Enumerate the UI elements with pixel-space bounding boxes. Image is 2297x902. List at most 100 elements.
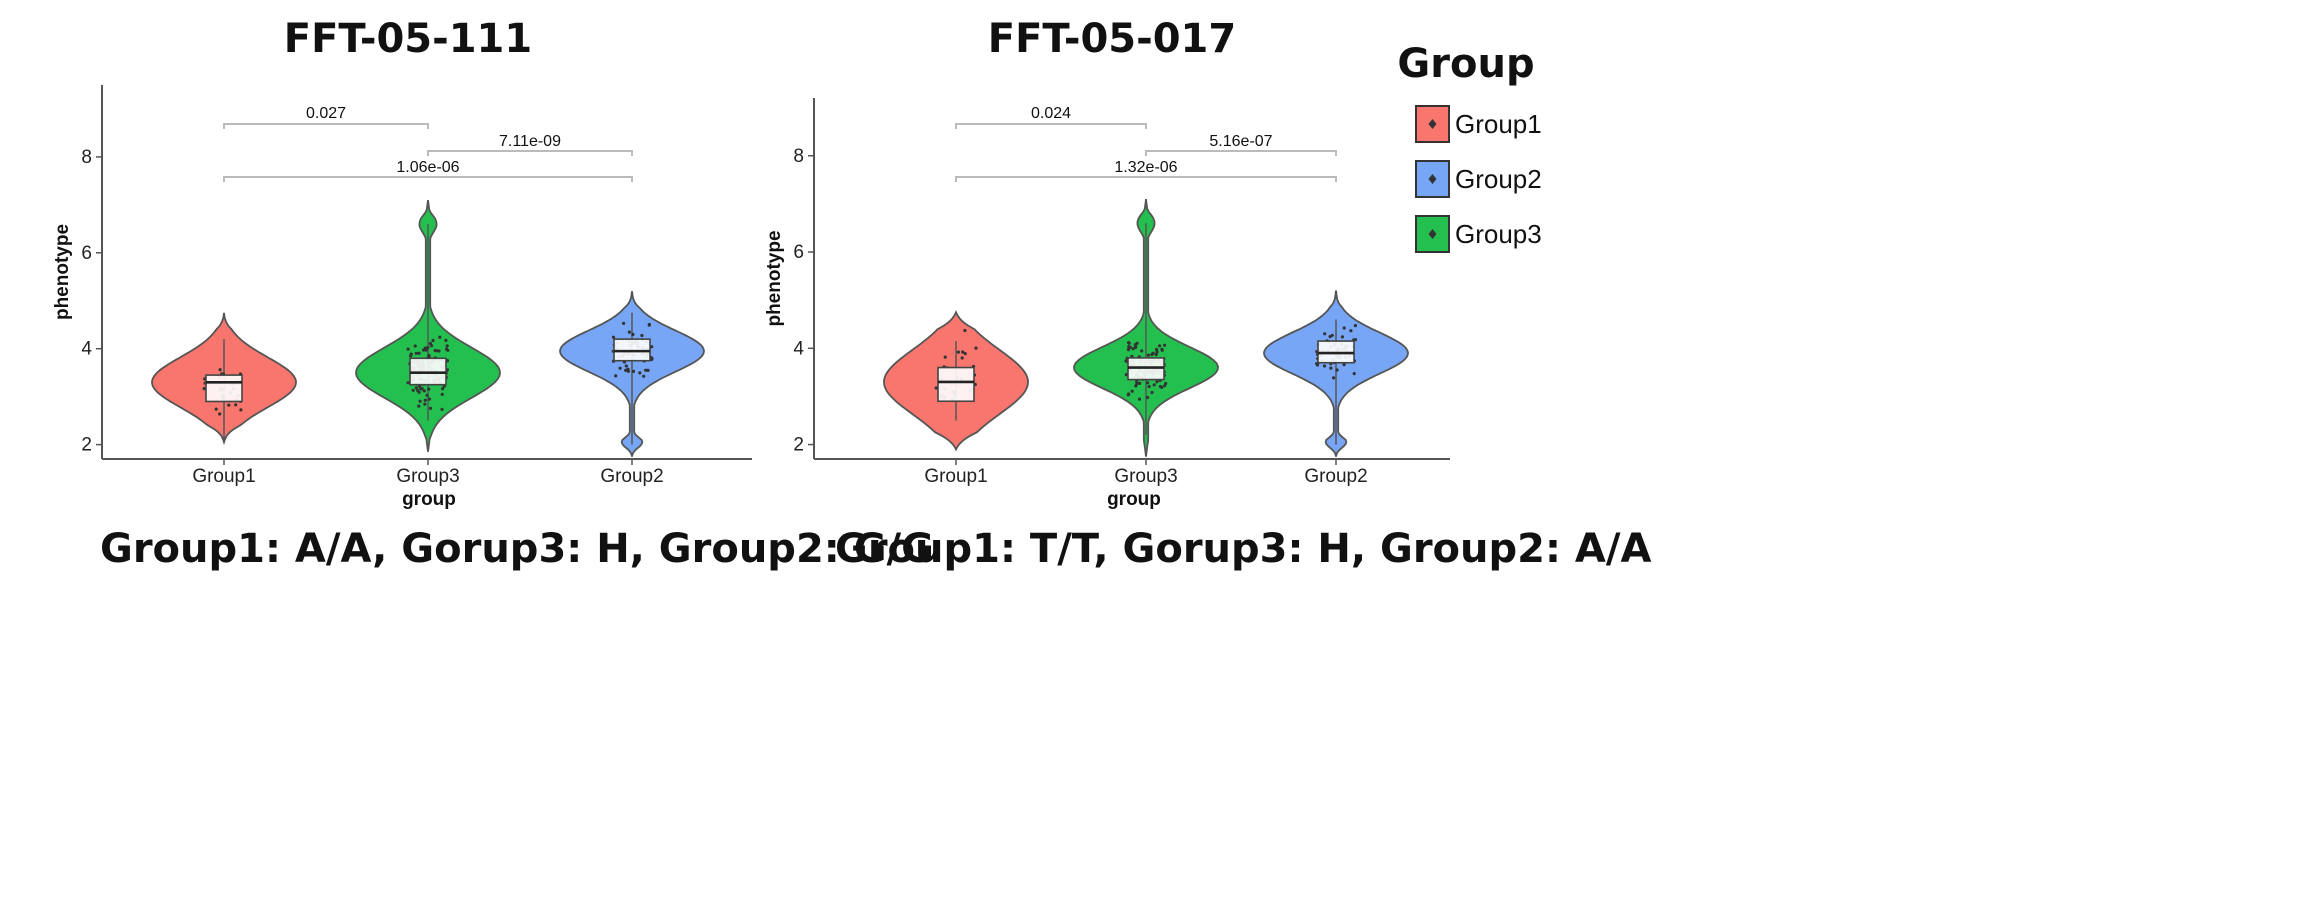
p-value-label: 1.32e-06 <box>1114 159 1177 176</box>
data-point <box>428 406 433 410</box>
data-point <box>1152 383 1156 387</box>
data-point <box>427 387 431 391</box>
data-point <box>1127 348 1131 352</box>
data-point <box>1146 395 1150 400</box>
data-point <box>416 388 420 392</box>
data-point <box>227 403 231 407</box>
data-point <box>1352 372 1356 376</box>
data-point <box>1134 384 1138 388</box>
y-tick-label: 6 <box>81 243 92 264</box>
data-point <box>425 393 429 397</box>
data-point <box>647 323 651 327</box>
data-point <box>943 355 947 359</box>
data-point <box>1163 384 1167 388</box>
legend-label: Group1 <box>1455 109 1542 139</box>
data-point <box>431 338 435 343</box>
data-point <box>1130 389 1134 393</box>
data-point <box>1133 343 1137 347</box>
data-point <box>1140 349 1144 353</box>
data-point <box>974 346 978 350</box>
data-point <box>1332 376 1336 380</box>
data-point <box>434 349 438 353</box>
legend-marker <box>1428 174 1437 184</box>
data-point <box>423 402 427 406</box>
data-point <box>1353 324 1357 328</box>
data-point <box>614 374 618 378</box>
data-point <box>638 371 642 375</box>
data-point <box>627 330 632 334</box>
data-point <box>644 368 648 372</box>
data-point <box>642 374 646 378</box>
data-point <box>963 328 967 333</box>
data-point <box>406 381 410 385</box>
data-point <box>437 349 441 353</box>
data-point <box>611 335 616 339</box>
comparison-bracket <box>427 150 633 156</box>
data-point <box>1151 351 1155 355</box>
data-point <box>956 350 961 354</box>
data-point <box>1155 347 1159 352</box>
comparison-bracket <box>1145 150 1337 156</box>
genotype-caption: Group1: T/T, Gorup3: H, Group2: A/A <box>835 526 1651 572</box>
data-point <box>239 408 243 412</box>
legend: Group Group1 Group2 Group3 <box>1397 41 1542 253</box>
data-point <box>624 368 628 372</box>
data-point <box>444 338 448 342</box>
data-point <box>218 412 222 416</box>
data-point <box>430 344 434 348</box>
data-point <box>414 351 418 355</box>
data-point <box>618 366 622 370</box>
p-value-label: 1.06e-06 <box>396 159 459 176</box>
data-point <box>422 389 426 393</box>
legend-marker <box>1428 229 1437 239</box>
box-group1 <box>937 366 975 403</box>
p-value-label: 7.11e-09 <box>499 133 561 150</box>
data-point <box>1138 381 1142 385</box>
data-point <box>1335 368 1339 372</box>
x-tick-label: Group3 <box>396 466 459 487</box>
x-tick-label: Group1 <box>192 466 255 487</box>
data-point <box>446 348 450 352</box>
y-tick-label: 8 <box>81 147 92 168</box>
data-point <box>1342 326 1346 330</box>
y-tick-label: 4 <box>793 338 804 359</box>
x-tick-label: Group2 <box>600 466 663 487</box>
data-point <box>1315 363 1320 367</box>
data-point <box>218 368 222 372</box>
data-point <box>1154 352 1158 357</box>
data-point <box>202 387 206 391</box>
data-point <box>1155 380 1159 384</box>
data-point <box>1137 397 1142 401</box>
panel-title: FFT-05-111 <box>284 16 532 62</box>
genotype-caption: Group1: A/A, Gorup3: H, Group2: G/G <box>100 526 934 572</box>
legend-marker <box>1428 119 1437 129</box>
data-point <box>631 332 635 337</box>
y-tick-label: 2 <box>793 435 804 456</box>
data-point <box>1330 333 1334 337</box>
y-axis-title: phenotype <box>52 224 73 320</box>
p-value-label: 5.16e-07 <box>1209 133 1272 150</box>
data-point <box>414 386 418 390</box>
data-point <box>423 398 427 402</box>
data-point <box>406 347 410 351</box>
y-tick-label: 6 <box>793 242 804 263</box>
data-point <box>934 386 938 390</box>
data-point <box>411 388 415 392</box>
data-point <box>417 351 421 355</box>
data-point <box>1127 392 1131 396</box>
data-point <box>646 368 650 372</box>
data-point <box>440 392 444 396</box>
data-point <box>1349 329 1353 333</box>
x-axis-title: group <box>402 489 456 510</box>
data-point <box>1160 347 1164 351</box>
data-point <box>417 404 421 408</box>
x-tick-label: Group2 <box>1304 466 1367 487</box>
comparison-bracket <box>223 123 429 129</box>
data-point <box>640 333 644 338</box>
data-point <box>1127 341 1131 345</box>
data-point <box>1329 366 1333 370</box>
data-point <box>1158 344 1162 348</box>
data-point <box>1146 353 1150 357</box>
data-point <box>445 344 449 348</box>
data-point <box>1322 364 1327 368</box>
